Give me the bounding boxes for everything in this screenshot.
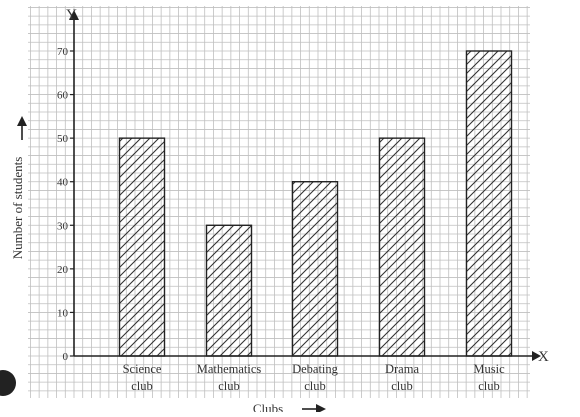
- axis-labels: Number of students Clubs X Y: [10, 7, 549, 416]
- y-axis-arrow-icon: [69, 10, 79, 20]
- bars: [118, 50, 513, 357]
- x-category-label: Debating: [292, 362, 339, 376]
- x-category-label-line2: club: [478, 379, 500, 393]
- x-category-label-line2: club: [391, 379, 413, 393]
- x-category-label-line2: club: [218, 379, 240, 393]
- corner-circle-icon: [0, 370, 16, 396]
- x-axis-label: Clubs: [253, 401, 283, 412]
- bar: [378, 137, 426, 357]
- y-tick-label: 10: [57, 307, 69, 319]
- y-tick-label: 40: [57, 177, 69, 189]
- bar: [118, 137, 166, 357]
- y-tick-label: 0: [63, 351, 69, 363]
- y-tick-label: 70: [57, 46, 69, 58]
- bar: [205, 224, 253, 357]
- x-axis-letter: X: [538, 349, 549, 365]
- x-category-label-line2: club: [131, 379, 153, 393]
- x-category-label: Drama: [385, 362, 419, 376]
- y-axis-label: Number of students: [10, 157, 25, 260]
- x-axis-arrow-icon: [532, 351, 541, 361]
- x-category-label: Music: [473, 362, 505, 376]
- y-tick-label: 30: [57, 220, 69, 232]
- bar: [465, 50, 513, 357]
- grid: [28, 6, 530, 398]
- x-category-label: Mathematics: [197, 362, 262, 376]
- x-label-arrowhead-icon: [316, 404, 326, 414]
- x-category-label-line2: club: [304, 379, 326, 393]
- x-category-labels: Science club Mathematics club Debating club Dr…: [123, 362, 506, 393]
- bar: [291, 181, 339, 357]
- y-tick-label: 50: [57, 133, 69, 145]
- y-tick-label: 60: [57, 90, 69, 102]
- y-label-arrowhead-icon: [17, 116, 27, 126]
- y-tick-label: 20: [57, 264, 69, 276]
- x-category-label: Science: [123, 362, 162, 376]
- y-tick-labels: 0 10 20 30 40 50 60 70: [57, 46, 69, 363]
- y-axis-letter: Y: [66, 7, 77, 23]
